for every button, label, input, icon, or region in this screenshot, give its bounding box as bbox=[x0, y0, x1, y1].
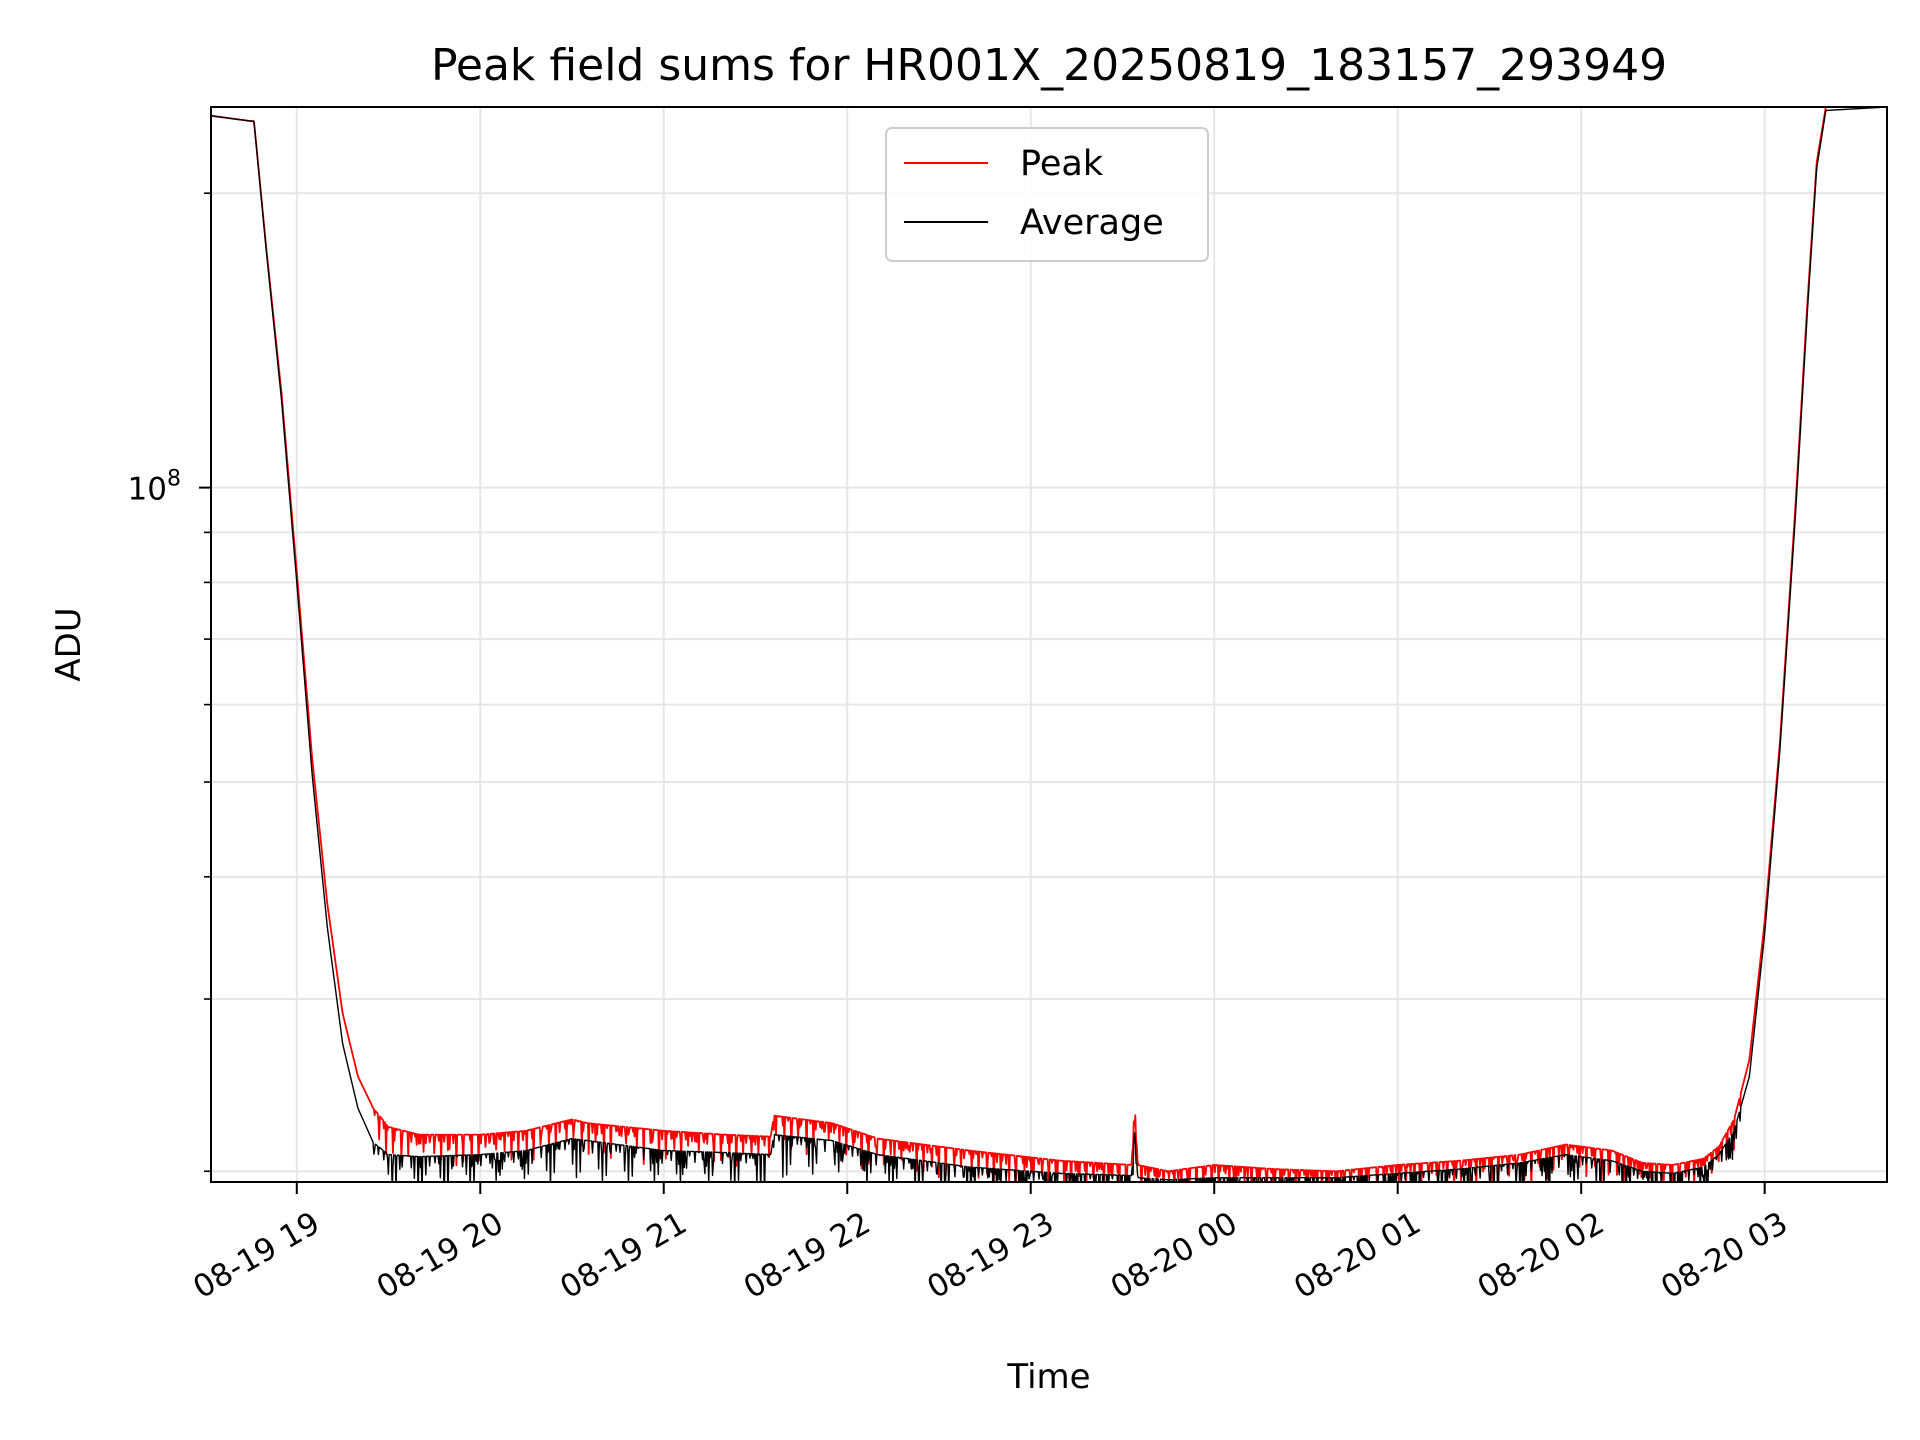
plot-frame bbox=[210, 106, 1888, 1183]
legend-label-peak: Peak bbox=[1020, 144, 1104, 184]
legend-label-average: Average bbox=[1020, 203, 1164, 243]
chart-title: Peak field sums for HR001X_20250819_1831… bbox=[431, 40, 1667, 91]
series-line-peak bbox=[211, 107, 1887, 1182]
series-layer bbox=[211, 107, 1887, 1182]
series-line-average bbox=[211, 107, 1887, 1182]
y-axis-label: ADU bbox=[49, 607, 89, 681]
legend-box bbox=[885, 127, 1209, 262]
legend: Peak Average bbox=[885, 127, 1209, 262]
series-group bbox=[211, 107, 1887, 1182]
x-axis-label: Time bbox=[1006, 1357, 1090, 1397]
y-tick-label: 108 bbox=[128, 467, 181, 508]
